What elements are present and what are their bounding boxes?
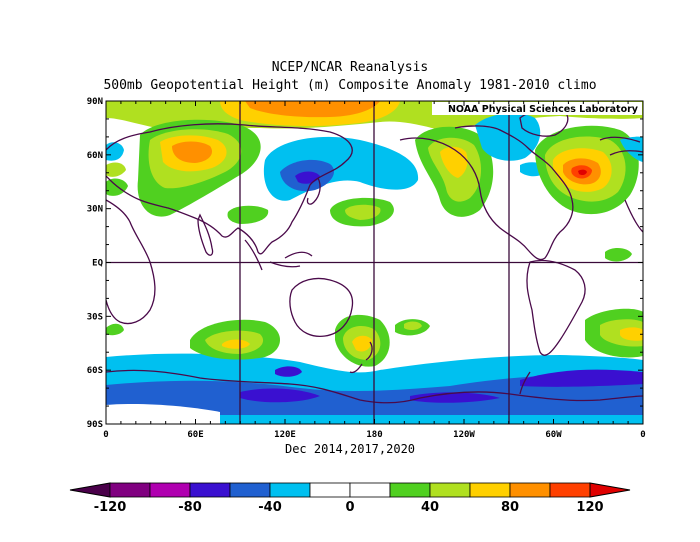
colorbar-labels: -120 -80 -40 0 40 80 120 [94, 500, 604, 515]
colorbar-swatch [229, 482, 271, 498]
lon-tick-label: 0 [640, 430, 645, 440]
colorbar-tick-label: 120 [576, 500, 603, 515]
siberia-orange [172, 141, 213, 163]
africa-east-green [106, 323, 124, 336]
map-gridlines [106, 101, 643, 424]
europe-blue-east [620, 136, 643, 162]
coastline-india [197, 213, 214, 256]
longitude-labels: 0 60E 120E 180 120W 60W 0 [103, 430, 645, 440]
coastline-europe-west [599, 136, 643, 156]
north-pacific-lime [345, 204, 381, 220]
lon-tick-label: 120W [453, 430, 475, 440]
atlantic-dark-red [578, 169, 587, 176]
axis-ticks [105, 100, 644, 425]
lat-tick-label: 90S [87, 420, 103, 430]
lon-tick-label: 60E [187, 430, 203, 440]
south-indian-yellow [222, 339, 250, 349]
south-white-gap [106, 403, 220, 424]
north-pole-orange [245, 101, 380, 118]
period-label: Dec 2014,2017,2020 [284, 442, 416, 456]
coastline-africa [106, 199, 156, 325]
colorbar-tick-label: -80 [178, 500, 202, 515]
south-pacific-lime-small [404, 321, 422, 331]
colorbar-tick-label: 40 [421, 500, 439, 515]
lat-tick-label: EQ [92, 259, 103, 269]
lon-tick-label: 60W [545, 430, 562, 440]
colorbar-swatch [549, 482, 591, 498]
colorbar-swatch [109, 482, 151, 498]
lon-tick-label: 120E [274, 430, 296, 440]
coastline-antarctic-peninsula [519, 371, 531, 395]
coastlines [106, 109, 643, 404]
southern-dark-blue-3 [520, 369, 643, 387]
lon-tick-label: 180 [366, 430, 382, 440]
europe-blue [106, 142, 124, 161]
lat-tick-label: 30N [87, 205, 103, 215]
canada-blue [475, 113, 541, 161]
coastline-north-america [399, 125, 574, 261]
colorbar-high-arrow [589, 482, 631, 498]
coastline-japan [306, 177, 321, 205]
west-europe-green [106, 178, 128, 196]
south-atlantic-yellow [620, 327, 643, 341]
colorbar-swatch [389, 482, 431, 498]
colorbar-swatch [309, 482, 351, 498]
colorbar-swatch [469, 482, 511, 498]
colorbar-tick-label: -120 [94, 500, 127, 515]
lat-tick-label: 60N [87, 151, 103, 161]
colorbar-tick-label: 0 [345, 500, 354, 515]
europe-lime-blob [106, 162, 126, 177]
colorbar-tick-label: -40 [258, 500, 282, 515]
southern-dark-blue-2 [410, 392, 500, 403]
colorbar-swatch [149, 482, 191, 498]
lat-tick-label: 60S [87, 366, 103, 376]
colorbar-swatch [349, 482, 391, 498]
coastline-new-zealand [349, 341, 373, 374]
tasman-yellow [352, 335, 372, 352]
colorbar-swatch [269, 482, 311, 498]
west-africa-green [605, 248, 632, 262]
colorbar [69, 482, 631, 498]
coastline-antarctica [106, 369, 643, 404]
chart-title: NCEP/NCAR Reanalysis [271, 60, 429, 75]
southern-dark-blue-1 [240, 388, 320, 403]
lat-tick-label: 90N [87, 97, 103, 107]
chart-subtitle: 500mb Geopotential Height (m) Composite … [103, 78, 597, 93]
southern-dark-blue-4 [275, 366, 302, 377]
latitude-labels: 90N 60N 30N EQ 30S 60S 90S [87, 97, 104, 430]
colorbar-swatch [509, 482, 551, 498]
colorbar-swatch [429, 482, 471, 498]
colorbar-tick-label: 80 [501, 500, 519, 515]
lat-tick-label: 30S [87, 312, 103, 322]
coastline-australia [289, 277, 354, 338]
credit-label: NOAA Physical Sciences Laboratory [448, 104, 639, 115]
coastline-africa-west [624, 199, 643, 233]
colorbar-swatch [189, 482, 231, 498]
coastline-south-america [526, 259, 586, 356]
central-asia-green [227, 205, 269, 224]
lon-tick-label: 0 [103, 430, 108, 440]
coastline-europe-asia [106, 123, 353, 255]
credit-box [432, 102, 642, 115]
colorbar-low-arrow [69, 482, 111, 498]
